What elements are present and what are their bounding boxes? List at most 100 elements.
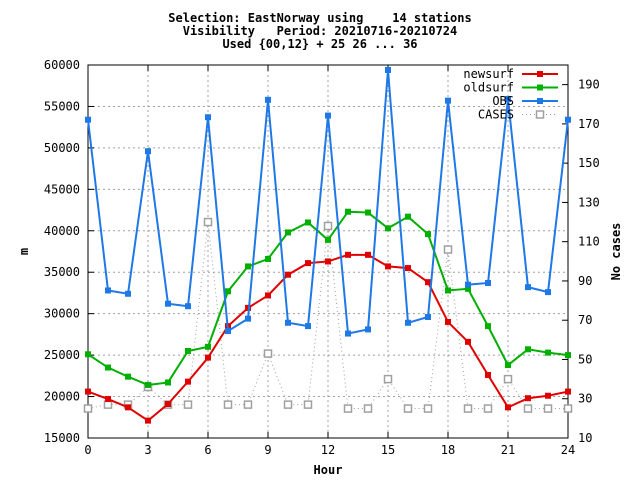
legend-label-oldsurf: oldsurf — [463, 81, 514, 95]
data-point-oldsurf — [105, 364, 111, 371]
data-point-cases — [363, 404, 373, 413]
data-point-obs — [265, 96, 271, 103]
data-point-cases — [203, 217, 213, 227]
x-tick-label: 24 — [561, 443, 575, 457]
data-point-oldsurf — [285, 229, 291, 236]
data-point-cases — [563, 404, 573, 413]
data-point-obs — [565, 116, 571, 123]
y-tick-label: 40000 — [44, 224, 80, 238]
y-tick-label: 30000 — [44, 307, 80, 321]
y2-tick-label: 110 — [578, 235, 600, 249]
data-point-newsurf — [505, 404, 511, 411]
data-point-oldsurf — [525, 346, 531, 353]
data-point-obs — [445, 97, 451, 104]
data-point-oldsurf — [185, 347, 191, 354]
data-point-oldsurf — [125, 373, 131, 380]
data-point-obs — [185, 303, 191, 310]
data-point-oldsurf — [365, 209, 371, 216]
data-point-obs — [85, 116, 91, 123]
chart-title-line-2: Visibility Period: 20210716-20210724 — [182, 24, 458, 38]
y2-tick-label: 30 — [578, 392, 592, 406]
series-oldsurf — [85, 208, 571, 388]
legend-label-cases: CASES — [478, 108, 514, 122]
x-tick-label: 15 — [381, 443, 395, 457]
y2-tick-label: 150 — [578, 156, 600, 170]
data-point-cases — [243, 400, 253, 409]
data-point-newsurf — [525, 395, 531, 402]
data-point-oldsurf — [385, 225, 391, 232]
y-tick-label: 60000 — [44, 58, 80, 72]
data-point-cases — [463, 404, 473, 413]
data-point-oldsurf — [165, 379, 171, 386]
data-point-obs — [465, 281, 471, 288]
data-point-obs — [105, 287, 111, 294]
data-point-newsurf — [265, 292, 271, 299]
legend-label-newsurf: newsurf — [463, 67, 514, 81]
data-point-cases — [443, 245, 453, 254]
data-point-oldsurf — [485, 323, 491, 330]
grid — [88, 65, 568, 438]
data-point-obs — [305, 323, 311, 330]
data-point-newsurf — [185, 378, 191, 385]
data-point-cases — [423, 404, 433, 413]
data-point-cases — [83, 404, 93, 413]
data-point-obs — [125, 290, 131, 297]
data-point-cases — [283, 400, 293, 409]
data-point-newsurf — [545, 392, 551, 399]
data-point-newsurf — [485, 372, 491, 379]
data-point-obs — [165, 300, 171, 307]
data-point-cases — [543, 404, 553, 413]
y-tick-label: 25000 — [44, 348, 80, 362]
x-tick-label: 9 — [264, 443, 271, 457]
data-point-cases — [483, 404, 493, 413]
y2-tick-label: 190 — [578, 78, 600, 92]
data-point-oldsurf — [405, 213, 411, 220]
data-point-newsurf — [285, 271, 291, 278]
data-point-oldsurf — [305, 219, 311, 226]
data-point-newsurf — [105, 396, 111, 403]
y2-axis-label: No cases — [609, 223, 623, 281]
data-point-oldsurf — [85, 351, 91, 358]
data-point-cases — [323, 221, 333, 231]
data-point-obs — [425, 313, 431, 320]
data-point-obs — [385, 66, 391, 73]
data-point-obs — [345, 330, 351, 337]
data-point-newsurf — [145, 417, 151, 424]
data-point-obs — [365, 326, 371, 333]
y2-tick-label: 70 — [578, 313, 592, 327]
data-point-obs — [225, 328, 231, 335]
data-point-oldsurf — [225, 288, 231, 295]
data-point-obs — [405, 319, 411, 326]
x-tick-label: 3 — [144, 443, 151, 457]
data-point-cases — [223, 400, 233, 409]
chart-title-line-3: Used {00,12} + 25 26 ... 36 — [222, 37, 418, 51]
data-point-cases — [403, 404, 413, 413]
data-point-oldsurf — [325, 236, 331, 243]
data-point-newsurf — [305, 260, 311, 267]
legend-marker-obs — [537, 98, 543, 104]
y-tick-label: 45000 — [44, 182, 80, 196]
legend-label-obs: OBS — [492, 94, 514, 108]
data-point-newsurf — [565, 388, 571, 395]
data-point-cases — [343, 404, 353, 413]
data-point-oldsurf — [245, 263, 251, 270]
data-point-oldsurf — [145, 381, 151, 388]
data-point-newsurf — [445, 318, 451, 325]
data-point-oldsurf — [545, 349, 551, 356]
legend-marker-cases — [535, 110, 545, 119]
y-tick-label: 35000 — [44, 265, 80, 279]
y-tick-label: 15000 — [44, 431, 80, 445]
legend-marker-oldsurf — [537, 84, 543, 91]
series-newsurf — [85, 251, 571, 424]
series — [83, 66, 573, 424]
data-point-obs — [325, 112, 331, 119]
y2-tick-label: 50 — [578, 352, 592, 366]
data-point-oldsurf — [505, 362, 511, 369]
x-tick-label: 6 — [204, 443, 211, 457]
x-tick-label: 12 — [321, 443, 335, 457]
data-point-obs — [525, 284, 531, 291]
data-point-newsurf — [425, 279, 431, 286]
y2-tick-label: 130 — [578, 195, 600, 209]
y-tick-label: 55000 — [44, 99, 80, 113]
